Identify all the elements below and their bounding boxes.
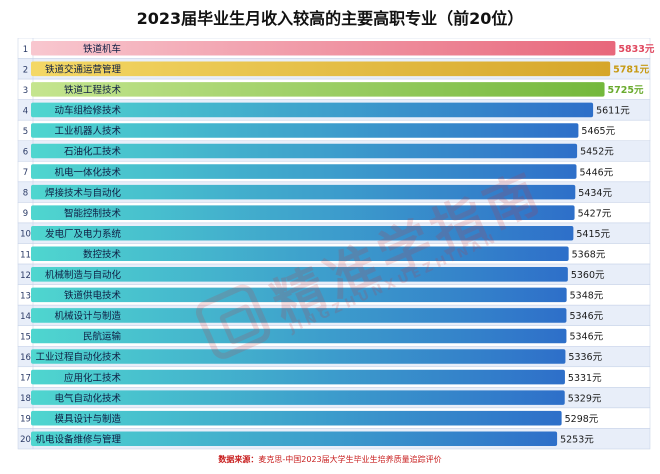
value-label: 5348元 [570, 291, 604, 302]
category-label: 发电厂及电力系统 [45, 228, 122, 240]
category-label: 工业机器人技术 [54, 125, 121, 137]
value-label: 5368元 [572, 249, 606, 260]
category-label: 工业过程自动化技术 [35, 351, 121, 363]
rank-label: 20 [20, 435, 31, 445]
category-label: 铁道交通运营管理 [45, 64, 122, 76]
category-label: 机械制造与自动化 [45, 269, 122, 281]
value-label: 5446元 [580, 167, 614, 178]
chart-title: 2023届毕业生月收入较高的主要高职专业（前20位） [136, 9, 524, 28]
category-label: 铁道工程技术 [64, 84, 122, 96]
rank-label: 14 [20, 312, 31, 322]
bar [31, 102, 594, 118]
category-label: 焊接技术与自动化 [45, 187, 122, 199]
value-label: 5434元 [578, 188, 612, 199]
bar [31, 410, 562, 426]
bar [31, 184, 576, 200]
value-label: 5360元 [571, 270, 605, 281]
rank-label: 11 [20, 250, 31, 260]
bar [31, 369, 565, 385]
bar [31, 61, 611, 77]
bar [31, 431, 558, 446]
rank-label: 7 [23, 168, 28, 178]
category-label: 机械设计与制造 [54, 310, 121, 322]
value-label: 5329元 [568, 393, 602, 404]
bar [31, 123, 579, 138]
category-label: 应用化工技术 [64, 372, 122, 384]
value-label: 5346元 [569, 332, 603, 343]
bar [31, 82, 605, 97]
rank-label: 16 [20, 353, 31, 363]
bar [31, 164, 577, 179]
category-label: 铁道机车 [83, 43, 121, 55]
value-label: 5725元 [608, 85, 644, 96]
value-label: 5415元 [576, 229, 610, 240]
rank-label: 9 [23, 209, 28, 219]
rank-label: 19 [20, 415, 31, 425]
rank-label: 15 [20, 332, 31, 342]
value-label: 5336元 [568, 352, 602, 363]
category-label: 铁道供电技术 [64, 290, 122, 302]
rank-label: 8 [23, 189, 28, 199]
rank-label: 2 [23, 65, 28, 75]
category-label: 石油化工技术 [64, 146, 122, 158]
source-text: 麦克思-中国2023届大学生毕业生培养质量追踪评价 [258, 455, 442, 464]
bar [31, 205, 575, 220]
bar [31, 41, 616, 56]
bar [31, 143, 578, 159]
bar [31, 287, 567, 303]
data-source: 数据来源：麦克思-中国2023届大学生毕业生培养质量追踪评价 [0, 453, 660, 467]
value-label: 5465元 [581, 126, 615, 137]
category-label: 电气自动化技术 [54, 392, 121, 404]
value-label: 5452元 [580, 147, 614, 158]
value-label: 5833元 [618, 44, 654, 55]
rank-label: 17 [20, 374, 31, 384]
bar [31, 267, 568, 282]
bar-chart: 1 铁道机车 5833元 2 铁道交通运营管理 5781元 3 铁道工程技术 5725元 4 动车组… [17, 38, 655, 450]
rank-label: 5 [23, 127, 28, 137]
bar [31, 246, 569, 262]
rank-label: 18 [20, 394, 31, 404]
category-label: 数控技术 [83, 248, 122, 260]
bar [31, 225, 574, 241]
category-label: 民航运输 [83, 331, 122, 343]
value-label: 5611元 [596, 106, 630, 117]
bar [31, 349, 566, 364]
value-label: 5346元 [569, 311, 603, 322]
bar [31, 308, 567, 323]
value-label: 5298元 [565, 414, 599, 425]
rank-label: 10 [20, 230, 31, 240]
rank-label: 4 [23, 106, 28, 116]
source-label: 数据来源： [218, 455, 259, 464]
category-label: 机电一体化技术 [54, 166, 121, 178]
rank-label: 3 [23, 86, 28, 96]
rank-label: 13 [20, 291, 31, 301]
category-label: 智能控制技术 [64, 207, 122, 219]
value-label: 5331元 [568, 373, 602, 384]
category-label: 机电设备维修与管理 [35, 433, 121, 445]
value-label: 5427元 [578, 208, 612, 219]
category-label: 模具设计与制造 [54, 413, 121, 425]
bar [31, 390, 565, 405]
rank-label: 1 [23, 45, 28, 55]
bar [31, 328, 567, 344]
category-label: 动车组检修技术 [54, 105, 121, 117]
value-label: 5781元 [613, 65, 649, 76]
rank-label: 12 [20, 271, 31, 281]
value-label: 5253元 [560, 434, 594, 445]
rank-label: 6 [23, 148, 28, 158]
